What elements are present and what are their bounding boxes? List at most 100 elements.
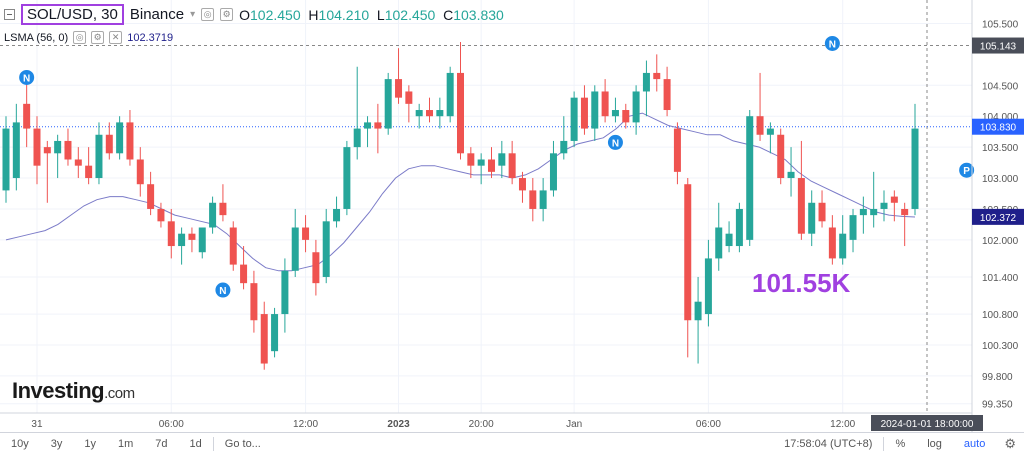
candle-down	[673, 128, 681, 172]
candle-up	[333, 208, 341, 222]
candle-up	[859, 208, 867, 216]
percent-button[interactable]: %	[895, 437, 906, 450]
candle-down	[601, 91, 609, 117]
close-label: C	[443, 6, 454, 23]
candle-down	[85, 165, 93, 179]
range-1m-button[interactable]: 1m	[118, 437, 134, 450]
bottom-toolbar: 10y 3y 1y 1m 7d 1d Go to... 17:58:04 (UT…	[0, 432, 1024, 455]
range-3y-button[interactable]: 3y	[50, 437, 63, 450]
candle-down	[828, 227, 836, 259]
candle-down	[797, 178, 805, 234]
event-marker-label: N	[612, 138, 619, 149]
candle-up	[849, 215, 857, 240]
candle-up	[746, 116, 754, 240]
price-chart[interactable]: N N N N P 105.500 104.500 104.000 103.500 103.00…	[0, 0, 1024, 432]
candle-up	[839, 233, 847, 259]
candle-down	[167, 221, 175, 247]
low-label: L	[376, 6, 385, 23]
logo-suffix: .com	[104, 385, 135, 402]
grid-lines	[0, 0, 972, 413]
event-marker-label: N	[829, 39, 836, 50]
lsma-series-line	[5, 112, 916, 272]
log-button[interactable]: log	[927, 437, 942, 450]
crosshair-price-label: 105.143	[980, 42, 1017, 53]
time-axis: 31 06:00 12:00 2023 20:00 Jan 06:00 12:00 2024-0…	[0, 412, 983, 431]
candle-up	[198, 227, 206, 253]
x-tick-label: 06:00	[159, 419, 184, 430]
settings-icon[interactable]: ⚙	[91, 31, 105, 44]
candle-down	[302, 227, 310, 240]
candle-up	[2, 128, 10, 191]
candle-up	[787, 171, 795, 179]
candle-up	[271, 314, 279, 352]
y-tick-label: 100.300	[982, 341, 1019, 352]
event-marker-label: P	[963, 166, 970, 177]
x-tick-label: Jan	[566, 419, 582, 430]
candle-down	[219, 202, 227, 216]
candle-down	[426, 110, 434, 117]
range-1y-button[interactable]: 1y	[84, 437, 96, 450]
candle-up	[549, 153, 557, 191]
divider	[883, 437, 885, 451]
settings-icon[interactable]: ⚙	[1004, 436, 1016, 451]
candle-up	[446, 72, 454, 117]
candle-down	[260, 314, 268, 364]
candle-up	[12, 122, 20, 179]
clock-time: 17:58:04 (UTC+8)	[784, 437, 873, 450]
candle-down	[580, 97, 588, 129]
crosshair-price-label-bg	[972, 37, 1024, 54]
candle-down	[250, 283, 258, 321]
y-tick-label: 101.400	[982, 273, 1019, 284]
candle-down	[105, 134, 113, 154]
x-tick-label: 12:00	[293, 419, 318, 430]
candle-down	[818, 202, 826, 222]
indicator-value: 102.3719	[127, 31, 174, 44]
candle-down	[374, 122, 382, 129]
candle-up	[116, 122, 124, 154]
exchange-label: Binance	[129, 6, 185, 23]
candle-up	[735, 208, 743, 247]
candle-up	[911, 128, 919, 209]
event-marker-label: N	[23, 73, 30, 84]
settings-icon[interactable]: ⚙	[220, 8, 234, 21]
chevron-down-icon[interactable]: ▾	[190, 9, 196, 20]
symbol-label[interactable]: SOL/USD, 30	[21, 4, 124, 25]
candle-down	[229, 227, 237, 265]
range-1d-button[interactable]: 1d	[189, 437, 202, 450]
event-marker	[19, 69, 35, 85]
indicator-name[interactable]: LSMA (56, 0)	[4, 31, 69, 44]
candle-down	[529, 190, 537, 209]
y-tick-label: 105.500	[982, 19, 1019, 30]
candle-down	[756, 116, 764, 135]
candle-down	[74, 159, 82, 166]
candle-up	[715, 227, 723, 259]
candle-down	[518, 178, 526, 191]
candle-up	[178, 233, 186, 247]
candle-up	[95, 134, 103, 179]
candle-down	[157, 208, 165, 222]
investing-logo: Investing.com	[12, 378, 135, 404]
close-icon[interactable]: ✕	[109, 31, 123, 44]
lsma-price-label: 102.372	[980, 213, 1017, 224]
price-axis: 105.500104.500104.000103.500103.000102.5…	[971, 0, 1024, 432]
ohlc-values: O102.450 H104.210 L102.450 C103.830	[239, 7, 504, 23]
range-10y-button[interactable]: 10y	[11, 437, 29, 450]
goto-button[interactable]: Go to...	[224, 437, 261, 450]
candle-up	[611, 110, 619, 117]
candle-up	[415, 110, 423, 117]
auto-button[interactable]: auto	[963, 437, 986, 450]
eye-icon[interactable]: ◎	[201, 8, 215, 21]
x-tick-label: 2023	[387, 419, 410, 430]
collapse-legend-icon[interactable]	[4, 9, 15, 20]
crosshair-time-bg	[871, 415, 983, 431]
divider	[212, 437, 214, 451]
range-7d-button[interactable]: 7d	[155, 437, 168, 450]
candle-down	[33, 128, 41, 166]
candle-up	[54, 140, 62, 154]
last-price-label: 103.830	[980, 123, 1017, 134]
candle-up	[477, 159, 485, 166]
candle-down	[395, 79, 403, 98]
eye-icon[interactable]: ◎	[73, 31, 87, 44]
candle-down	[405, 91, 413, 104]
lsma-line	[5, 112, 916, 272]
